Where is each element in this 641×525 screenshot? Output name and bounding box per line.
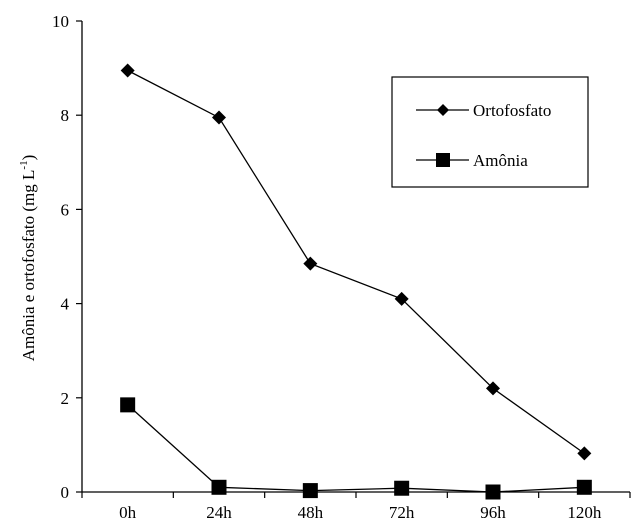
data-point-amonia bbox=[302, 483, 318, 499]
legend-label-amonia: Amônia bbox=[473, 151, 528, 170]
y-axis-title-close: ) bbox=[19, 155, 38, 161]
legend-marker-diamond-icon bbox=[437, 104, 449, 116]
y-axis-ticks: 0 2 4 6 8 10 bbox=[52, 12, 82, 502]
data-point-ortofosfato bbox=[394, 291, 409, 306]
legend: Ortofosfato Amônia bbox=[391, 76, 589, 188]
data-point-amonia bbox=[576, 479, 592, 495]
series-line-amonia bbox=[127, 404, 585, 493]
y-axis-title-main: Amônia e ortofosfato (mg L bbox=[19, 170, 38, 362]
y-tick-label: 10 bbox=[52, 12, 69, 31]
data-point-amonia bbox=[394, 480, 410, 496]
y-tick-label: 0 bbox=[61, 483, 70, 502]
data-point-amonia bbox=[485, 484, 501, 500]
y-axis-title-superscript: -1 bbox=[18, 160, 30, 169]
series-amonia bbox=[120, 397, 592, 500]
data-point-ortofosfato bbox=[120, 63, 135, 78]
x-tick-label: 0h bbox=[119, 503, 137, 522]
data-point-ortofosfato bbox=[486, 381, 500, 396]
data-point-amonia bbox=[211, 479, 227, 495]
data-point-ortofosfato bbox=[212, 110, 226, 125]
data-point-ortofosfato bbox=[303, 256, 318, 271]
y-tick-label: 2 bbox=[61, 389, 70, 408]
legend-item-ortofosfato: Ortofosfato bbox=[416, 101, 551, 120]
series-ortofosfato bbox=[120, 63, 592, 461]
data-point-amonia bbox=[120, 397, 136, 413]
x-tick-label: 72h bbox=[389, 503, 415, 522]
y-tick-label: 8 bbox=[61, 106, 70, 125]
legend-box bbox=[391, 76, 589, 188]
x-tick-label: 120h bbox=[567, 503, 602, 522]
y-axis-title: Amônia e ortofosfato (mg L-1) bbox=[18, 155, 38, 362]
x-tick-label: 96h bbox=[480, 503, 506, 522]
y-tick-label: 4 bbox=[61, 295, 70, 314]
y-tick-label: 6 bbox=[61, 200, 70, 219]
legend-label-ortofosfato: Ortofosfato bbox=[473, 101, 551, 120]
data-point-ortofosfato bbox=[577, 446, 592, 461]
x-axis-ticks: 0h 24h 48h 72h 96h 120h bbox=[81, 492, 631, 522]
series-group bbox=[120, 63, 592, 500]
legend-item-amonia: Amônia bbox=[416, 151, 528, 170]
x-tick-label: 24h bbox=[206, 503, 232, 522]
x-tick-label: 48h bbox=[298, 503, 324, 522]
series-line-ortofosfato bbox=[127, 69, 585, 454]
legend-marker-square-icon bbox=[436, 153, 450, 167]
